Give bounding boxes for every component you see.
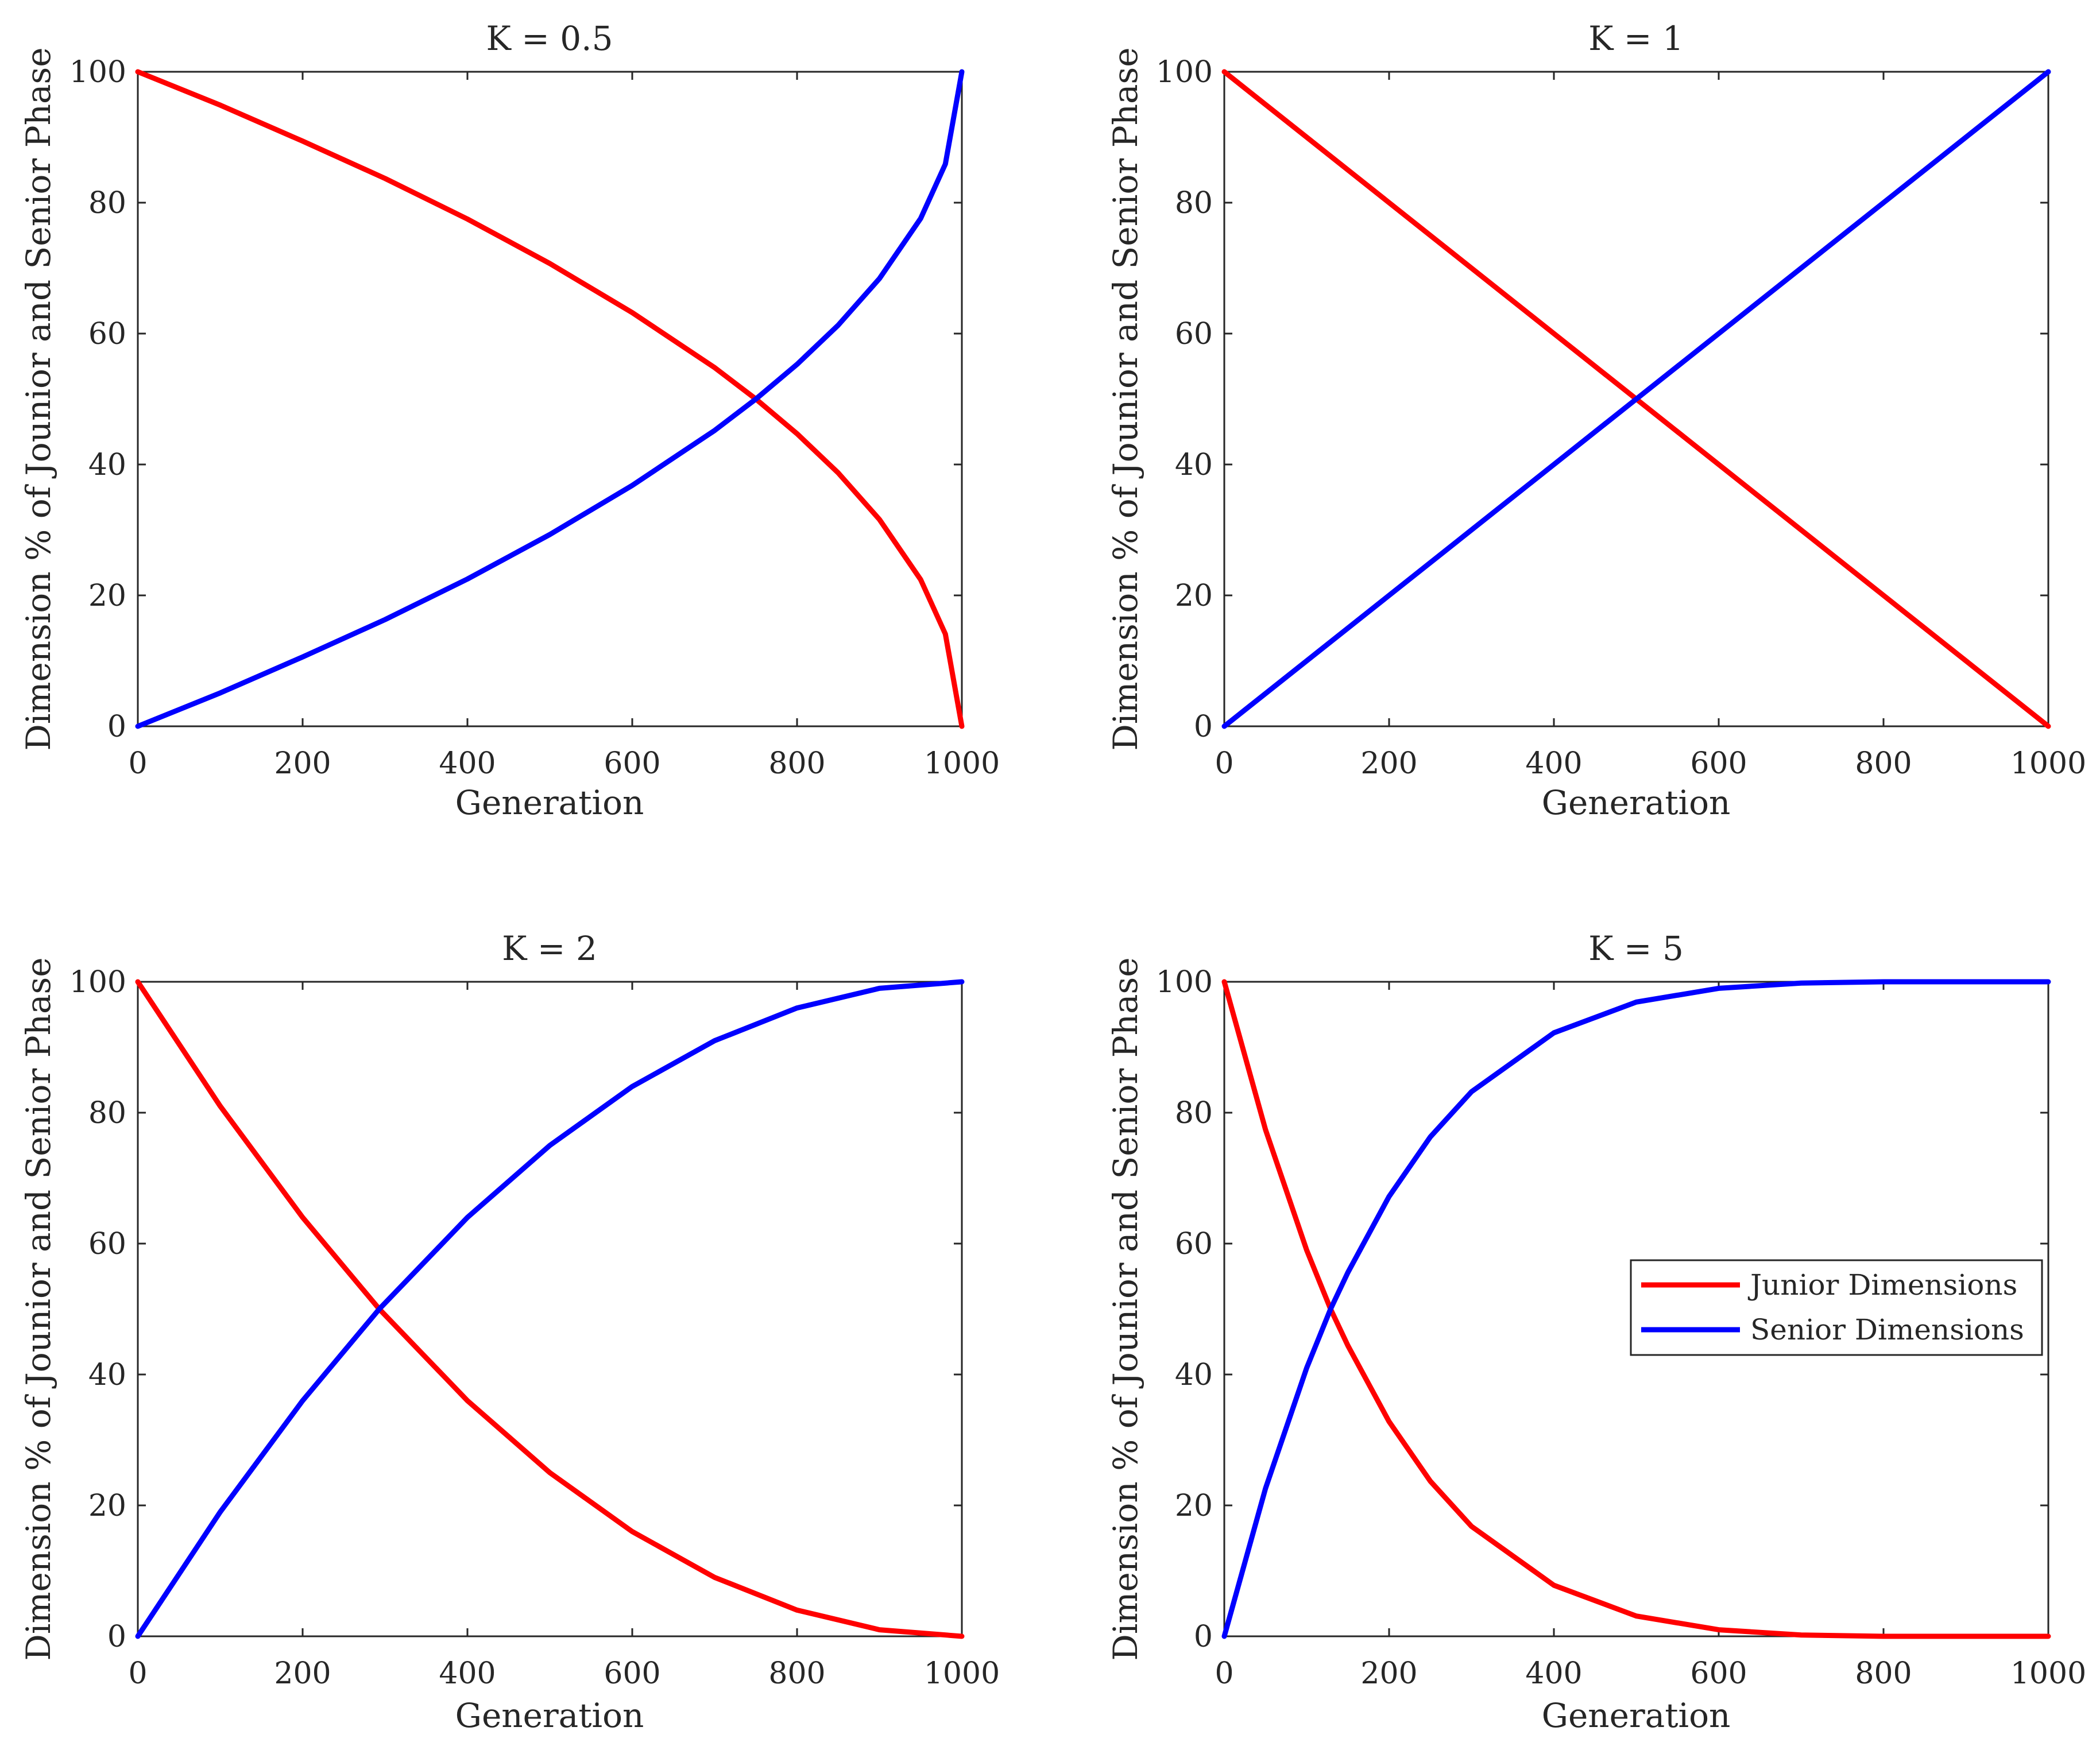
y-tick-label: 40 <box>1175 448 1213 482</box>
x-tick-label: 200 <box>1360 746 1417 781</box>
x-tick-label: 1000 <box>2010 1656 2086 1691</box>
plot-area <box>1223 71 2049 727</box>
x-tick-label: 800 <box>1855 746 1912 781</box>
y-tick-label: 0 <box>107 710 126 744</box>
x-tick-label: 400 <box>439 1656 496 1691</box>
x-tick-label: 200 <box>274 1656 331 1691</box>
legend: Junior Dimensions Senior Dimensions <box>1630 1259 2043 1356</box>
x-tick-label: 800 <box>768 746 825 781</box>
panel-k-0-5: K = 0.5 0 200 400 600 800 1000 0 20 40 6… <box>19 19 1000 822</box>
x-tick-labels: 0 200 400 600 800 1000 <box>1215 746 2086 781</box>
junior-dimensions-line <box>135 69 965 729</box>
panel-k-5: K = 5 0 200 400 600 800 1000 0 20 40 60 … <box>1106 929 2086 1735</box>
panel-k-2: K = 2 0 200 400 600 800 1000 0 20 40 60 … <box>19 929 1000 1735</box>
y-tick-label: 20 <box>1175 579 1213 613</box>
x-tick-label: 1000 <box>2010 746 2086 781</box>
x-tick-label: 200 <box>1360 1656 1417 1691</box>
y-tick-label: 40 <box>1175 1358 1213 1392</box>
y-tick-label: 100 <box>1156 965 1213 1000</box>
y-tick-labels: 0 20 40 60 80 100 <box>1156 55 1213 744</box>
y-tick-label: 0 <box>1194 1620 1213 1654</box>
x-tick-label: 400 <box>439 746 496 781</box>
y-axis-label: Dimension % of Jounior and Senior Phase <box>1106 957 1145 1660</box>
legend-label-senior: Senior Dimensions <box>1750 1313 2024 1346</box>
y-tick-label: 0 <box>107 1620 126 1654</box>
tick-marks <box>137 981 963 1637</box>
y-tick-label: 100 <box>1156 55 1213 90</box>
x-tick-labels: 0 200 400 600 800 1000 <box>1215 1656 2086 1691</box>
chart-title: K = 1 <box>1588 19 1684 58</box>
panel-k-1: K = 1 0 200 400 600 800 1000 0 20 40 60 … <box>1106 19 2086 822</box>
x-tick-label: 1000 <box>924 1656 1000 1691</box>
tick-marks <box>137 71 963 727</box>
y-axis-label: Dimension % of Jounior and Senior Phase <box>1106 47 1145 750</box>
y-axis-label: Dimension % of Jounior and Senior Phase <box>19 957 58 1660</box>
y-tick-label: 80 <box>88 1096 126 1130</box>
x-axis-label: Generation <box>455 783 644 822</box>
x-tick-label: 200 <box>274 746 331 781</box>
y-tick-label: 40 <box>88 1358 126 1392</box>
x-tick-label: 600 <box>604 746 660 781</box>
y-tick-label: 40 <box>88 448 126 482</box>
x-tick-label: 1000 <box>924 746 1000 781</box>
y-tick-label: 0 <box>1194 710 1213 744</box>
x-tick-label: 0 <box>1215 1656 1233 1691</box>
y-tick-label: 100 <box>69 965 126 1000</box>
y-tick-label: 80 <box>88 186 126 220</box>
x-axis-label: Generation <box>1542 1696 1731 1735</box>
y-tick-labels: 0 20 40 60 80 100 <box>1156 965 1213 1654</box>
y-tick-label: 60 <box>88 1227 126 1261</box>
plot-area <box>137 71 963 727</box>
y-tick-label: 60 <box>88 317 126 351</box>
senior-dimensions-line <box>135 69 965 729</box>
chart-title: K = 5 <box>1588 929 1684 968</box>
x-tick-labels: 0 200 400 600 800 1000 <box>128 1656 1000 1691</box>
chart-title: K = 2 <box>502 929 597 968</box>
senior-dimensions-line <box>1221 979 2051 1639</box>
legend-label-junior: Junior Dimensions <box>1747 1268 2017 1302</box>
x-tick-label: 400 <box>1525 746 1582 781</box>
x-tick-label: 600 <box>1690 746 1747 781</box>
plot-area <box>1223 981 2049 1637</box>
y-tick-label: 80 <box>1175 1096 1213 1130</box>
senior-dimensions-line <box>135 979 965 1639</box>
x-tick-label: 600 <box>1690 1656 1747 1691</box>
x-tick-label: 600 <box>604 1656 660 1691</box>
y-axis-label: Dimension % of Jounior and Senior Phase <box>19 47 58 750</box>
plot-area <box>137 981 963 1637</box>
y-tick-label: 20 <box>88 579 126 613</box>
y-tick-label: 80 <box>1175 186 1213 220</box>
senior-dimensions-line <box>1221 69 2051 729</box>
x-tick-labels: 0 200 400 600 800 1000 <box>128 746 1000 781</box>
y-tick-labels: 0 20 40 60 80 100 <box>69 55 126 744</box>
y-tick-label: 20 <box>1175 1489 1213 1523</box>
x-axis-label: Generation <box>455 1696 644 1735</box>
x-tick-label: 400 <box>1525 1656 1582 1691</box>
x-tick-label: 800 <box>768 1656 825 1691</box>
legend-box <box>1630 1259 2043 1356</box>
y-tick-label: 60 <box>1175 317 1213 351</box>
x-tick-label: 0 <box>128 746 147 781</box>
x-tick-label: 0 <box>1215 746 1233 781</box>
x-axis-label: Generation <box>1542 783 1731 822</box>
y-tick-label: 100 <box>69 55 126 90</box>
chart-title: K = 0.5 <box>486 19 613 58</box>
y-tick-label: 60 <box>1175 1227 1213 1261</box>
x-tick-label: 0 <box>128 1656 147 1691</box>
junior-dimensions-line <box>1221 979 2051 1639</box>
y-tick-label: 20 <box>88 1489 126 1523</box>
y-tick-labels: 0 20 40 60 80 100 <box>69 965 126 1654</box>
junior-dimensions-line <box>135 979 965 1639</box>
x-tick-label: 800 <box>1855 1656 1912 1691</box>
